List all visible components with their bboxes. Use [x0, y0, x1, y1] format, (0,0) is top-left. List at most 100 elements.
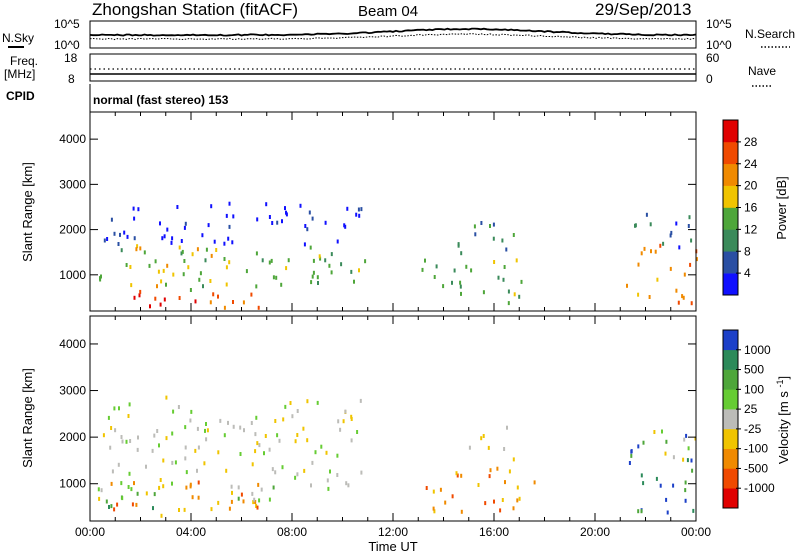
data-cell [205, 437, 208, 442]
data-cell [256, 217, 259, 222]
nsky-tick-bottom: 10^0 [54, 38, 80, 52]
data-cell [251, 491, 254, 496]
colorbar-tick-label: 20 [744, 179, 758, 193]
data-cell [127, 485, 130, 489]
data-cell [634, 223, 637, 228]
data-cell [669, 233, 672, 238]
data-cell [250, 292, 253, 297]
data-cell [257, 305, 260, 310]
data-cell [207, 223, 210, 228]
data-cell [439, 487, 442, 492]
colorbar-tick-label: 12 [744, 222, 758, 236]
data-cell [637, 509, 640, 514]
data-cell [451, 280, 453, 285]
data-cell [102, 433, 105, 438]
data-cell [303, 468, 306, 473]
data-cell [232, 300, 234, 304]
data-cell [336, 239, 339, 244]
data-cell [180, 239, 183, 243]
data-cell [326, 478, 329, 483]
data-cell [165, 436, 168, 441]
data-cell [228, 260, 231, 265]
data-cell [357, 207, 360, 212]
data-cell [121, 496, 124, 501]
data-cell [664, 451, 667, 456]
nsearch-line [89, 33, 697, 41]
data-cell [133, 481, 135, 486]
data-cell [435, 264, 438, 269]
data-cell [460, 509, 463, 514]
data-cell [515, 258, 518, 263]
data-cell [202, 284, 204, 289]
data-cell [100, 274, 102, 279]
data-cell [184, 456, 187, 461]
data-cell [128, 471, 131, 476]
data-cell [670, 230, 673, 235]
data-cell [271, 467, 274, 472]
data-cell [455, 471, 458, 476]
data-cell [497, 275, 500, 280]
data-cell [242, 499, 245, 504]
data-cell [358, 268, 360, 273]
data-cell [302, 426, 305, 431]
data-cell [306, 399, 309, 404]
data-cell [223, 257, 226, 261]
data-cell [110, 504, 113, 509]
data-cell [312, 258, 315, 263]
data-cell [451, 494, 454, 499]
data-cell [686, 458, 689, 463]
data-cell [117, 462, 120, 467]
data-cell [319, 256, 322, 261]
data-cell [320, 444, 323, 449]
data-cell [153, 492, 156, 497]
data-cell [163, 234, 166, 239]
colorbar-tick-label: 28 [744, 135, 758, 149]
data-cell [310, 483, 312, 488]
data-cell [637, 262, 640, 267]
data-cell [228, 224, 231, 229]
data-cell [110, 217, 113, 222]
colorbar-cell [723, 141, 738, 165]
colorbar-cell [723, 409, 738, 430]
colorbar-cell [723, 273, 738, 296]
data-cell [465, 264, 468, 269]
data-cell [158, 485, 161, 490]
data-cell [189, 484, 192, 489]
data-cell [272, 485, 275, 490]
data-cell [263, 451, 265, 456]
data-cell [344, 409, 347, 414]
y-tick-label: 2000 [59, 430, 86, 444]
data-cell [157, 269, 160, 274]
colorbar-cell [723, 369, 738, 390]
data-cell [254, 449, 257, 454]
data-cell [153, 433, 156, 438]
data-cell [492, 222, 495, 227]
data-cell [276, 433, 279, 438]
data-cell [183, 507, 186, 512]
data-cell [228, 506, 231, 511]
data-cell [360, 207, 363, 212]
data-cell [121, 439, 124, 444]
data-cell [507, 301, 510, 306]
data-cell [137, 435, 139, 440]
data-cell [501, 238, 504, 243]
data-cell [125, 439, 128, 444]
data-cell [695, 257, 698, 262]
data-cell [171, 236, 174, 241]
colorbar-cell [723, 448, 738, 469]
data-cell [503, 447, 506, 451]
data-cell [242, 300, 245, 305]
data-cell [460, 251, 463, 256]
data-cell [274, 419, 277, 423]
data-cell [196, 468, 198, 473]
data-cell [251, 462, 254, 467]
data-cell [110, 426, 113, 430]
data-cell [502, 277, 505, 282]
data-cell [225, 282, 228, 287]
data-cell [488, 474, 491, 479]
data-cell [360, 470, 363, 475]
data-cell [492, 236, 495, 241]
data-cell [342, 419, 345, 424]
data-cell [268, 497, 271, 502]
data-cell [285, 266, 288, 271]
